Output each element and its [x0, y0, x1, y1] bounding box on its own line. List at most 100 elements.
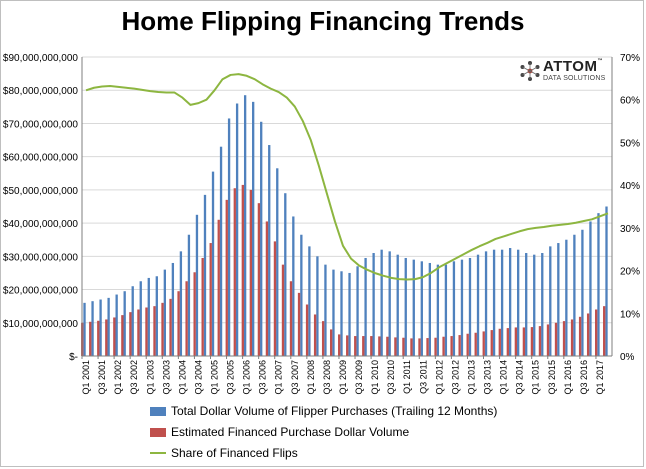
bar-financed [233, 188, 236, 356]
x-axis-tick-label: Q3 2012 [450, 360, 460, 395]
left-axis-tick-label: $40,000,000,000 [3, 219, 79, 230]
bar-total [147, 277, 150, 356]
bar-total [508, 248, 512, 356]
right-axis-tick-label: 70% [620, 53, 640, 64]
bars [81, 95, 608, 357]
legend-label-total: Total Dollar Volume of Flipper Purchases… [171, 404, 498, 418]
x-axis-tick-label: Q1 2010 [370, 360, 380, 395]
attom-logo-tagline: DATA SOLUTIONS [543, 75, 606, 82]
x-axis-tick-label: Q3 2005 [226, 360, 236, 395]
bar-financed [570, 319, 574, 356]
legend-item-financed: Estimated Financed Purchase Dollar Volum… [150, 425, 409, 439]
bar-total [573, 234, 576, 356]
bar-total [380, 249, 383, 356]
bar-total [589, 221, 592, 356]
bar-financed [113, 317, 116, 356]
bar-total [171, 262, 175, 356]
bar-financed [338, 334, 341, 356]
bar-total [500, 249, 504, 356]
x-axis-tick-label: Q1 2001 [81, 360, 91, 395]
bar-total [533, 254, 536, 356]
legend-swatch-total [150, 406, 166, 416]
bar-total [252, 101, 255, 356]
bar-financed [297, 292, 301, 356]
bar-total [597, 213, 600, 356]
bar-financed [217, 219, 220, 356]
bar-total [484, 251, 488, 356]
left-axis-tick-label: $60,000,000,000 [3, 153, 79, 164]
x-axis-tick-label: Q3 2015 [547, 360, 557, 395]
bar-financed [434, 337, 437, 356]
right-axis-tick-label: 60% [620, 96, 640, 107]
bar-total [139, 281, 142, 356]
bar-financed [313, 314, 317, 356]
bar-total [91, 301, 94, 356]
bar-financed [474, 332, 477, 356]
legend-swatch-share [150, 452, 166, 454]
bar-total [428, 262, 431, 356]
bar-financed [241, 184, 244, 356]
bar-total [549, 246, 552, 356]
x-axis-tick-label: Q3 2004 [193, 360, 203, 395]
bar-total [541, 253, 544, 356]
right-axis-tick-label: 20% [620, 267, 640, 278]
bar-financed [506, 328, 509, 356]
left-axis-tick-label: $70,000,000,000 [3, 119, 79, 130]
x-axis-tick-label: Q1 2007 [274, 360, 284, 395]
bar-total [324, 264, 327, 356]
bar-total [581, 229, 584, 356]
bar-financed [169, 298, 172, 356]
right-axis-tick-label: 0% [620, 352, 635, 363]
bar-total [412, 259, 415, 356]
bar-total [211, 171, 215, 356]
left-axis-tick-label: $30,000,000,000 [3, 252, 79, 263]
bar-financed [554, 322, 558, 356]
x-axis-tick-label: Q1 2006 [242, 360, 252, 395]
bar-total [227, 118, 231, 356]
bar-total [340, 271, 343, 356]
x-axis-tick-label: Q3 2011 [418, 360, 428, 394]
bar-financed [410, 338, 413, 356]
bar-total [565, 239, 568, 356]
chart-title: Home Flipping Financing Trends [121, 6, 525, 36]
bar-financed [402, 337, 405, 356]
left-axis-tick-label: $20,000,000,000 [3, 286, 79, 297]
x-axis-tick-label: Q1 2016 [563, 360, 573, 395]
bar-financed [426, 338, 429, 356]
x-axis-tick-label: Q1 2009 [338, 360, 348, 395]
bar-total [179, 251, 183, 356]
bar-total [517, 249, 520, 356]
bar-total [492, 249, 496, 356]
axes: $- $10,000,000,000 $20,000,000,000 $30,000,… [3, 53, 640, 395]
bar-financed [329, 329, 333, 356]
x-axis-tick-label: Q3 2008 [322, 360, 332, 395]
bar-total [468, 257, 472, 356]
bar-total [155, 276, 158, 356]
left-axis-tick-label: $- [69, 352, 78, 363]
x-axis-tick-label: Q1 2002 [113, 360, 123, 395]
legend-label-financed: Estimated Financed Purchase Dollar Volum… [171, 425, 410, 439]
bar-total [356, 266, 359, 356]
bar-total [187, 234, 191, 356]
bar-total [404, 257, 407, 356]
attom-logo-icon [520, 61, 540, 81]
bar-financed [458, 335, 461, 356]
x-axis-tick-label: Q1 2003 [145, 360, 155, 395]
bar-financed [145, 307, 148, 356]
right-axis-tick-label: 10% [620, 309, 640, 320]
bar-financed [185, 281, 188, 356]
bar-financed [586, 313, 590, 356]
bar-total [219, 146, 223, 356]
bar-financed [418, 338, 421, 356]
bar-financed [177, 291, 180, 356]
bar-total [316, 256, 319, 356]
bar-financed [273, 241, 277, 356]
bar-financed [305, 304, 309, 356]
bar-total [396, 254, 399, 356]
bar-financed [265, 221, 269, 356]
bar-total [300, 234, 303, 356]
bar-financed [482, 331, 485, 356]
bar-financed [562, 321, 566, 356]
bar-financed [603, 306, 606, 356]
x-axis-tick-label: Q3 2007 [290, 360, 300, 395]
